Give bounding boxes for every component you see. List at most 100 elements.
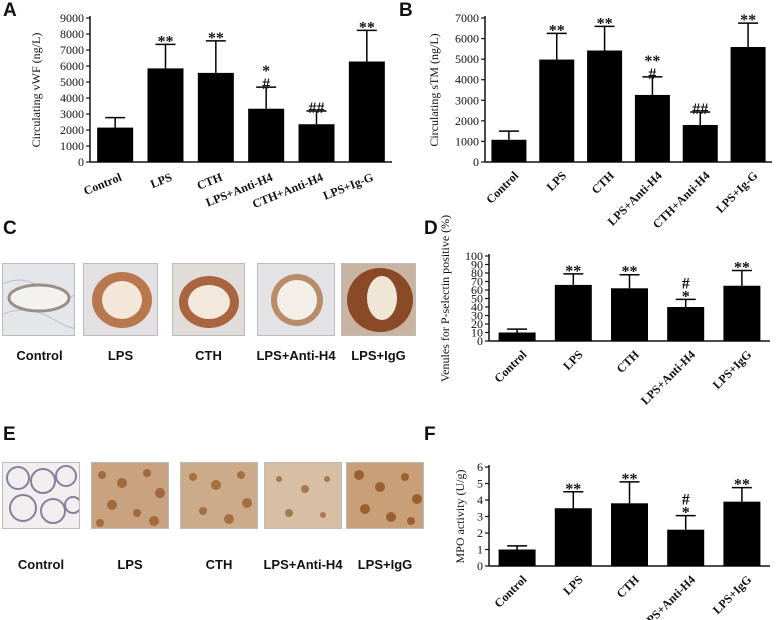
y-tick-label: 5: [477, 477, 483, 491]
panel-letter-c: C: [3, 218, 17, 239]
significance-mark: #: [262, 76, 270, 93]
y-tick-label: 70: [471, 275, 483, 289]
bar: [667, 307, 705, 341]
panel-letter-b: B: [399, 0, 413, 21]
significance-mark: **: [565, 263, 581, 280]
micrograph-e-label: CTH: [205, 557, 233, 572]
y-tick-label: 4000: [455, 73, 479, 87]
y-tick-label: 4: [477, 493, 483, 507]
y-tick-label: 100: [465, 249, 483, 263]
significance-mark: #: [682, 275, 690, 292]
y-tick-label: 5000: [60, 75, 84, 89]
bar: [197, 72, 234, 162]
panel-letter-e: E: [3, 424, 16, 445]
y-tick-label: 2: [477, 526, 483, 540]
significance-mark: **: [549, 22, 565, 39]
bar: [634, 94, 670, 162]
bar: [730, 47, 766, 162]
significance-mark: **: [622, 471, 638, 488]
bar: [667, 529, 705, 566]
significance-mark: **: [734, 477, 750, 494]
x-tick-label: LPS+Anti-H4: [638, 572, 698, 620]
y-tick-label: 6: [477, 460, 483, 474]
y-tick-label: 1000: [455, 134, 479, 148]
significance-mark: *: [262, 63, 270, 80]
micrograph-c-lps: [83, 263, 158, 336]
y-tick-label: 30: [471, 309, 483, 323]
significance-mark: **: [208, 30, 224, 47]
y-tick-label: 7000: [60, 43, 84, 57]
y-tick-label: 3000: [60, 107, 84, 121]
significance-mark: **: [565, 481, 581, 498]
micrograph-e-control: [2, 462, 80, 529]
y-tick-label: 1000: [60, 139, 84, 153]
significance-mark: #: [682, 492, 690, 509]
significance-mark: **: [158, 33, 174, 50]
bar: [147, 68, 184, 162]
y-tick-label: 9000: [60, 11, 84, 25]
bar: [587, 50, 623, 163]
y-tick-label: 2000: [60, 123, 84, 137]
x-tick-label: LPS+IgG: [710, 572, 754, 616]
significance-mark: *: [682, 505, 690, 522]
micrograph-e-label: LPS+IgG: [357, 557, 413, 572]
bar: [723, 501, 761, 566]
y-tick-label: 80: [471, 266, 483, 280]
y-tick-label: 7000: [455, 11, 479, 25]
y-tick-label: 3000: [455, 93, 479, 107]
micrograph-c-label: LPS+IgG: [351, 348, 406, 363]
micrograph-c-cth: [172, 263, 245, 336]
significance-mark: #: [648, 66, 656, 83]
y-axis-label: Venules for P-selectin positive (%): [438, 215, 452, 382]
bar: [539, 59, 575, 162]
y-tick-label: 40: [471, 300, 483, 314]
significance-mark: **: [734, 259, 750, 276]
y-tick-label: 50: [471, 292, 483, 306]
bar: [248, 108, 285, 162]
micrograph-e-label: LPS: [117, 557, 143, 572]
significance-mark: ##: [692, 101, 708, 118]
micrograph-c-label: Control: [16, 348, 63, 363]
micrograph-c-label: LPS: [107, 348, 134, 363]
y-tick-label: 4000: [60, 91, 84, 105]
micrograph-e-label: LPS+Anti-H4: [263, 557, 343, 572]
bar: [682, 124, 718, 162]
bar: [554, 284, 592, 341]
micrograph-c-label: CTH: [195, 348, 222, 363]
y-tick-label: 0: [473, 155, 479, 169]
panel-letter-a: A: [3, 0, 17, 21]
y-tick-label: 0: [78, 155, 84, 169]
y-tick-label: 2000: [455, 114, 479, 128]
x-tick-label: LPS: [560, 572, 586, 598]
x-tick-label: Control: [491, 572, 529, 610]
y-tick-label: 90: [471, 258, 483, 272]
panel-letter-d: D: [424, 218, 438, 239]
y-tick-label: 8000: [60, 27, 84, 41]
bar: [491, 139, 527, 162]
y-tick-label: 1: [477, 543, 483, 557]
y-tick-label: 6000: [60, 59, 84, 73]
micrograph-c-label: LPS+Anti-H4: [256, 348, 336, 363]
y-axis-label: Circulating sTM (ng/L): [427, 33, 441, 146]
micrograph-c-lps-anti-h4: [257, 263, 335, 336]
bar: [498, 332, 536, 341]
y-tick-label: 0: [477, 559, 483, 573]
micrograph-c-control: [2, 263, 75, 336]
bar: [723, 285, 761, 341]
y-tick-label: 0: [477, 334, 483, 348]
significance-mark: **: [740, 12, 756, 29]
bar: [554, 508, 592, 566]
bar: [498, 549, 536, 566]
x-tick-label: CTH: [614, 572, 643, 601]
panel-letter-f: F: [424, 424, 436, 445]
micrograph-e-lps-igg: [346, 462, 424, 529]
y-tick-label: 3: [477, 510, 483, 524]
y-tick-label: 10: [471, 326, 483, 340]
bar: [348, 61, 385, 162]
significance-mark: *: [682, 288, 690, 305]
significance-mark: **: [622, 264, 638, 281]
significance-mark: ##: [309, 100, 325, 117]
y-tick-label: 60: [471, 283, 483, 297]
